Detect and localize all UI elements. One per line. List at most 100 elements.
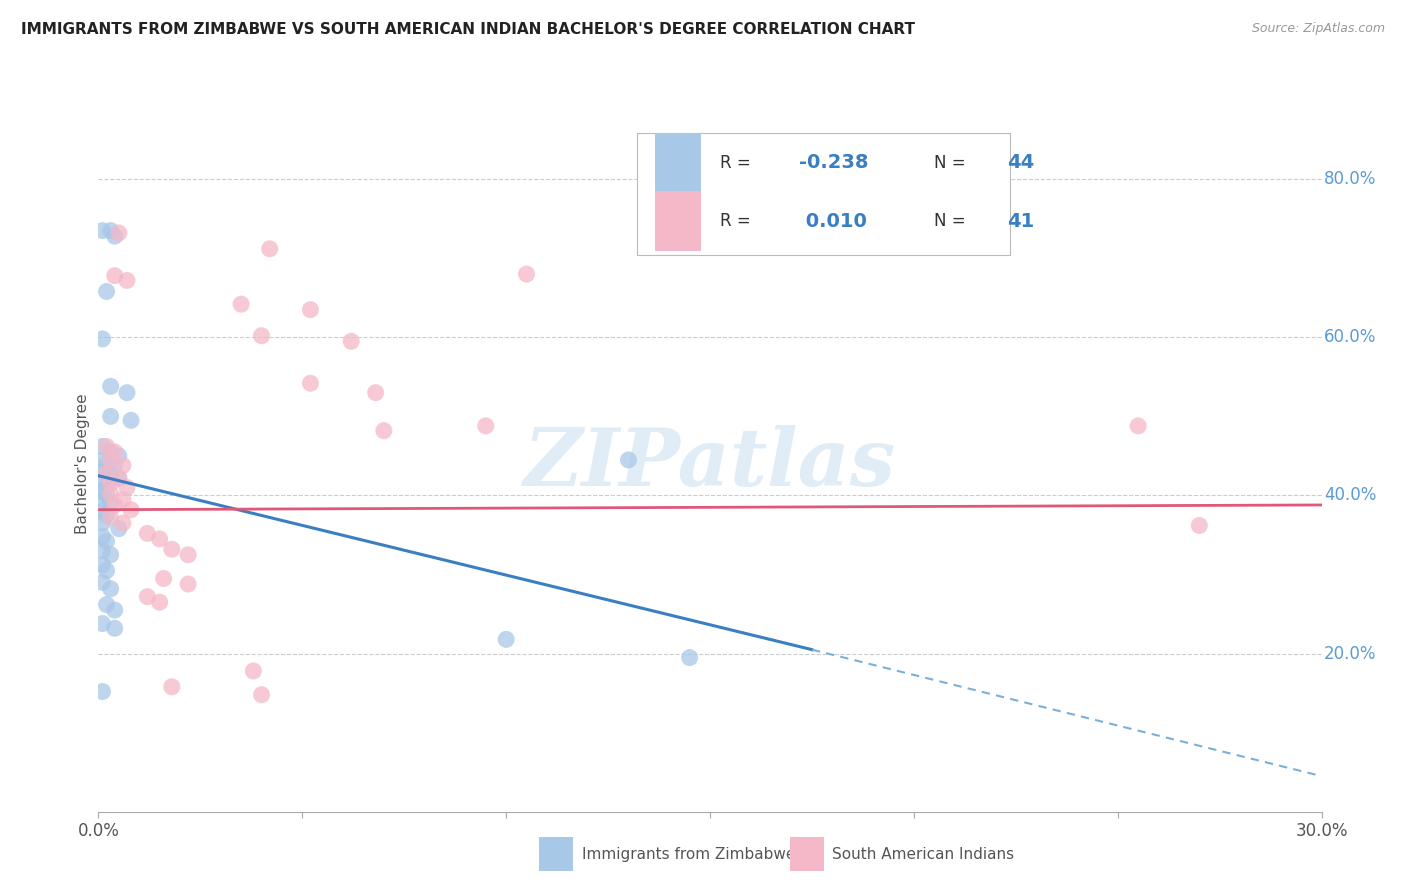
- Point: [96, 467, 118, 481]
- Text: 0.010: 0.010: [800, 212, 868, 231]
- Point: [679, 650, 702, 665]
- Point: [91, 504, 114, 518]
- FancyBboxPatch shape: [655, 133, 702, 192]
- Point: [108, 522, 131, 536]
- Point: [91, 616, 114, 631]
- Point: [91, 530, 114, 544]
- Point: [91, 332, 114, 346]
- Point: [104, 458, 127, 473]
- Point: [91, 453, 114, 467]
- Text: 41: 41: [1007, 212, 1035, 231]
- Y-axis label: Bachelor's Degree: Bachelor's Degree: [75, 393, 90, 534]
- Point: [495, 632, 517, 647]
- Point: [96, 479, 118, 493]
- Point: [104, 268, 127, 283]
- Point: [91, 516, 114, 530]
- Point: [152, 572, 174, 586]
- Point: [96, 508, 118, 523]
- Point: [104, 498, 127, 512]
- Point: [91, 224, 114, 238]
- Point: [100, 476, 122, 491]
- Point: [474, 418, 498, 433]
- Point: [111, 458, 134, 473]
- Point: [100, 224, 122, 238]
- Point: [91, 558, 114, 572]
- Point: [96, 488, 118, 502]
- Point: [96, 534, 118, 549]
- Point: [91, 684, 114, 698]
- Point: [149, 532, 172, 546]
- Text: 44: 44: [1007, 153, 1035, 172]
- Text: IMMIGRANTS FROM ZIMBABWE VS SOUTH AMERICAN INDIAN BACHELOR'S DEGREE CORRELATION : IMMIGRANTS FROM ZIMBABWE VS SOUTH AMERIC…: [21, 22, 915, 37]
- Point: [250, 688, 273, 702]
- Text: 20.0%: 20.0%: [1324, 645, 1376, 663]
- Point: [231, 297, 253, 311]
- Point: [100, 582, 122, 596]
- Point: [136, 526, 159, 541]
- Point: [91, 465, 114, 479]
- Text: 60.0%: 60.0%: [1324, 328, 1376, 346]
- Point: [340, 334, 363, 349]
- Point: [299, 376, 322, 391]
- FancyBboxPatch shape: [538, 838, 574, 871]
- Point: [160, 542, 183, 557]
- Point: [1188, 518, 1211, 533]
- Point: [115, 385, 138, 400]
- Point: [96, 467, 118, 481]
- Point: [96, 439, 118, 453]
- Point: [91, 476, 114, 491]
- Point: [149, 595, 172, 609]
- Point: [104, 445, 127, 459]
- Text: Immigrants from Zimbabwe: Immigrants from Zimbabwe: [582, 847, 794, 863]
- Point: [108, 226, 131, 240]
- Point: [177, 577, 200, 591]
- Point: [617, 453, 640, 467]
- Point: [100, 445, 122, 459]
- Point: [259, 242, 281, 256]
- Point: [100, 510, 122, 524]
- Text: ZIPatlas: ZIPatlas: [524, 425, 896, 502]
- Point: [91, 575, 114, 590]
- Point: [250, 328, 273, 343]
- Point: [100, 379, 122, 393]
- FancyBboxPatch shape: [655, 192, 702, 251]
- Point: [111, 492, 134, 507]
- Point: [516, 267, 538, 281]
- Point: [115, 273, 138, 287]
- Point: [96, 457, 118, 471]
- Point: [108, 471, 131, 485]
- FancyBboxPatch shape: [637, 133, 1010, 255]
- Point: [91, 543, 114, 558]
- Text: 80.0%: 80.0%: [1324, 170, 1376, 188]
- Text: N =: N =: [934, 154, 970, 172]
- Point: [96, 598, 118, 612]
- Point: [111, 516, 134, 530]
- Point: [104, 603, 127, 617]
- Point: [242, 664, 264, 678]
- Point: [91, 439, 114, 453]
- Point: [100, 453, 122, 467]
- Point: [104, 621, 127, 635]
- Point: [96, 564, 118, 578]
- Point: [108, 449, 131, 463]
- Text: R =: R =: [720, 212, 756, 230]
- Text: 40.0%: 40.0%: [1324, 486, 1376, 505]
- Text: N =: N =: [934, 212, 970, 230]
- Point: [299, 302, 322, 317]
- Point: [373, 424, 395, 438]
- Point: [100, 496, 122, 510]
- Point: [91, 484, 114, 499]
- FancyBboxPatch shape: [790, 838, 824, 871]
- Text: South American Indians: South American Indians: [832, 847, 1015, 863]
- Point: [100, 487, 122, 501]
- Text: -0.238: -0.238: [800, 153, 869, 172]
- Point: [100, 409, 122, 424]
- Point: [1128, 418, 1150, 433]
- Point: [364, 385, 387, 400]
- Point: [120, 502, 142, 516]
- Point: [177, 548, 200, 562]
- Text: Source: ZipAtlas.com: Source: ZipAtlas.com: [1251, 22, 1385, 36]
- Point: [100, 548, 122, 562]
- Point: [91, 492, 114, 507]
- Text: R =: R =: [720, 154, 756, 172]
